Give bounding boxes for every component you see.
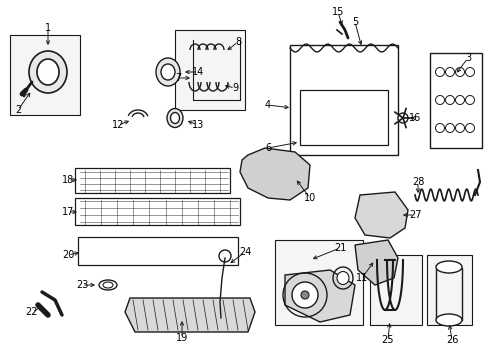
Text: 16: 16 <box>408 113 420 123</box>
Text: 10: 10 <box>303 193 315 203</box>
Bar <box>10 35 80 115</box>
Text: 26: 26 <box>445 335 457 345</box>
Bar <box>75 198 240 225</box>
Polygon shape <box>125 298 254 332</box>
Polygon shape <box>285 270 354 322</box>
Bar <box>175 30 244 110</box>
Text: 1: 1 <box>45 23 51 33</box>
Text: 25: 25 <box>381 335 393 345</box>
Text: 4: 4 <box>264 100 270 110</box>
Text: 8: 8 <box>234 37 241 47</box>
Polygon shape <box>240 148 309 200</box>
Text: 7: 7 <box>175 73 181 83</box>
Ellipse shape <box>435 314 461 326</box>
Text: 18: 18 <box>62 175 74 185</box>
Bar <box>435 268 461 320</box>
Ellipse shape <box>336 271 348 284</box>
Ellipse shape <box>29 51 67 93</box>
Bar <box>75 168 229 193</box>
Text: 5: 5 <box>351 17 357 27</box>
Circle shape <box>301 291 308 299</box>
Ellipse shape <box>156 58 180 86</box>
Text: 15: 15 <box>331 7 344 17</box>
Ellipse shape <box>161 64 175 80</box>
Text: 19: 19 <box>176 333 188 343</box>
Circle shape <box>397 113 407 123</box>
Text: 12: 12 <box>112 120 124 130</box>
Bar <box>299 90 387 145</box>
Text: 24: 24 <box>238 247 251 257</box>
Ellipse shape <box>170 112 179 123</box>
Circle shape <box>291 282 317 308</box>
Text: 14: 14 <box>191 67 203 77</box>
Text: 2: 2 <box>15 105 21 115</box>
Text: 6: 6 <box>264 143 270 153</box>
Bar <box>274 240 362 325</box>
Ellipse shape <box>103 282 113 288</box>
Text: 22: 22 <box>26 307 38 317</box>
Bar <box>289 45 397 155</box>
Ellipse shape <box>435 261 461 273</box>
Text: 20: 20 <box>61 250 74 260</box>
Ellipse shape <box>167 108 183 127</box>
Text: 9: 9 <box>231 83 238 93</box>
Text: 27: 27 <box>408 210 420 220</box>
Bar <box>78 237 238 265</box>
Text: 3: 3 <box>464 53 470 63</box>
Text: 28: 28 <box>411 177 423 187</box>
Text: 11: 11 <box>355 273 367 283</box>
Bar <box>369 255 421 325</box>
Text: 23: 23 <box>76 280 88 290</box>
Bar <box>429 53 481 148</box>
Polygon shape <box>354 240 397 285</box>
Text: 17: 17 <box>61 207 74 217</box>
Polygon shape <box>354 192 407 238</box>
Text: 13: 13 <box>191 120 203 130</box>
Text: 21: 21 <box>333 243 346 253</box>
Bar <box>426 255 471 325</box>
Ellipse shape <box>37 59 59 85</box>
